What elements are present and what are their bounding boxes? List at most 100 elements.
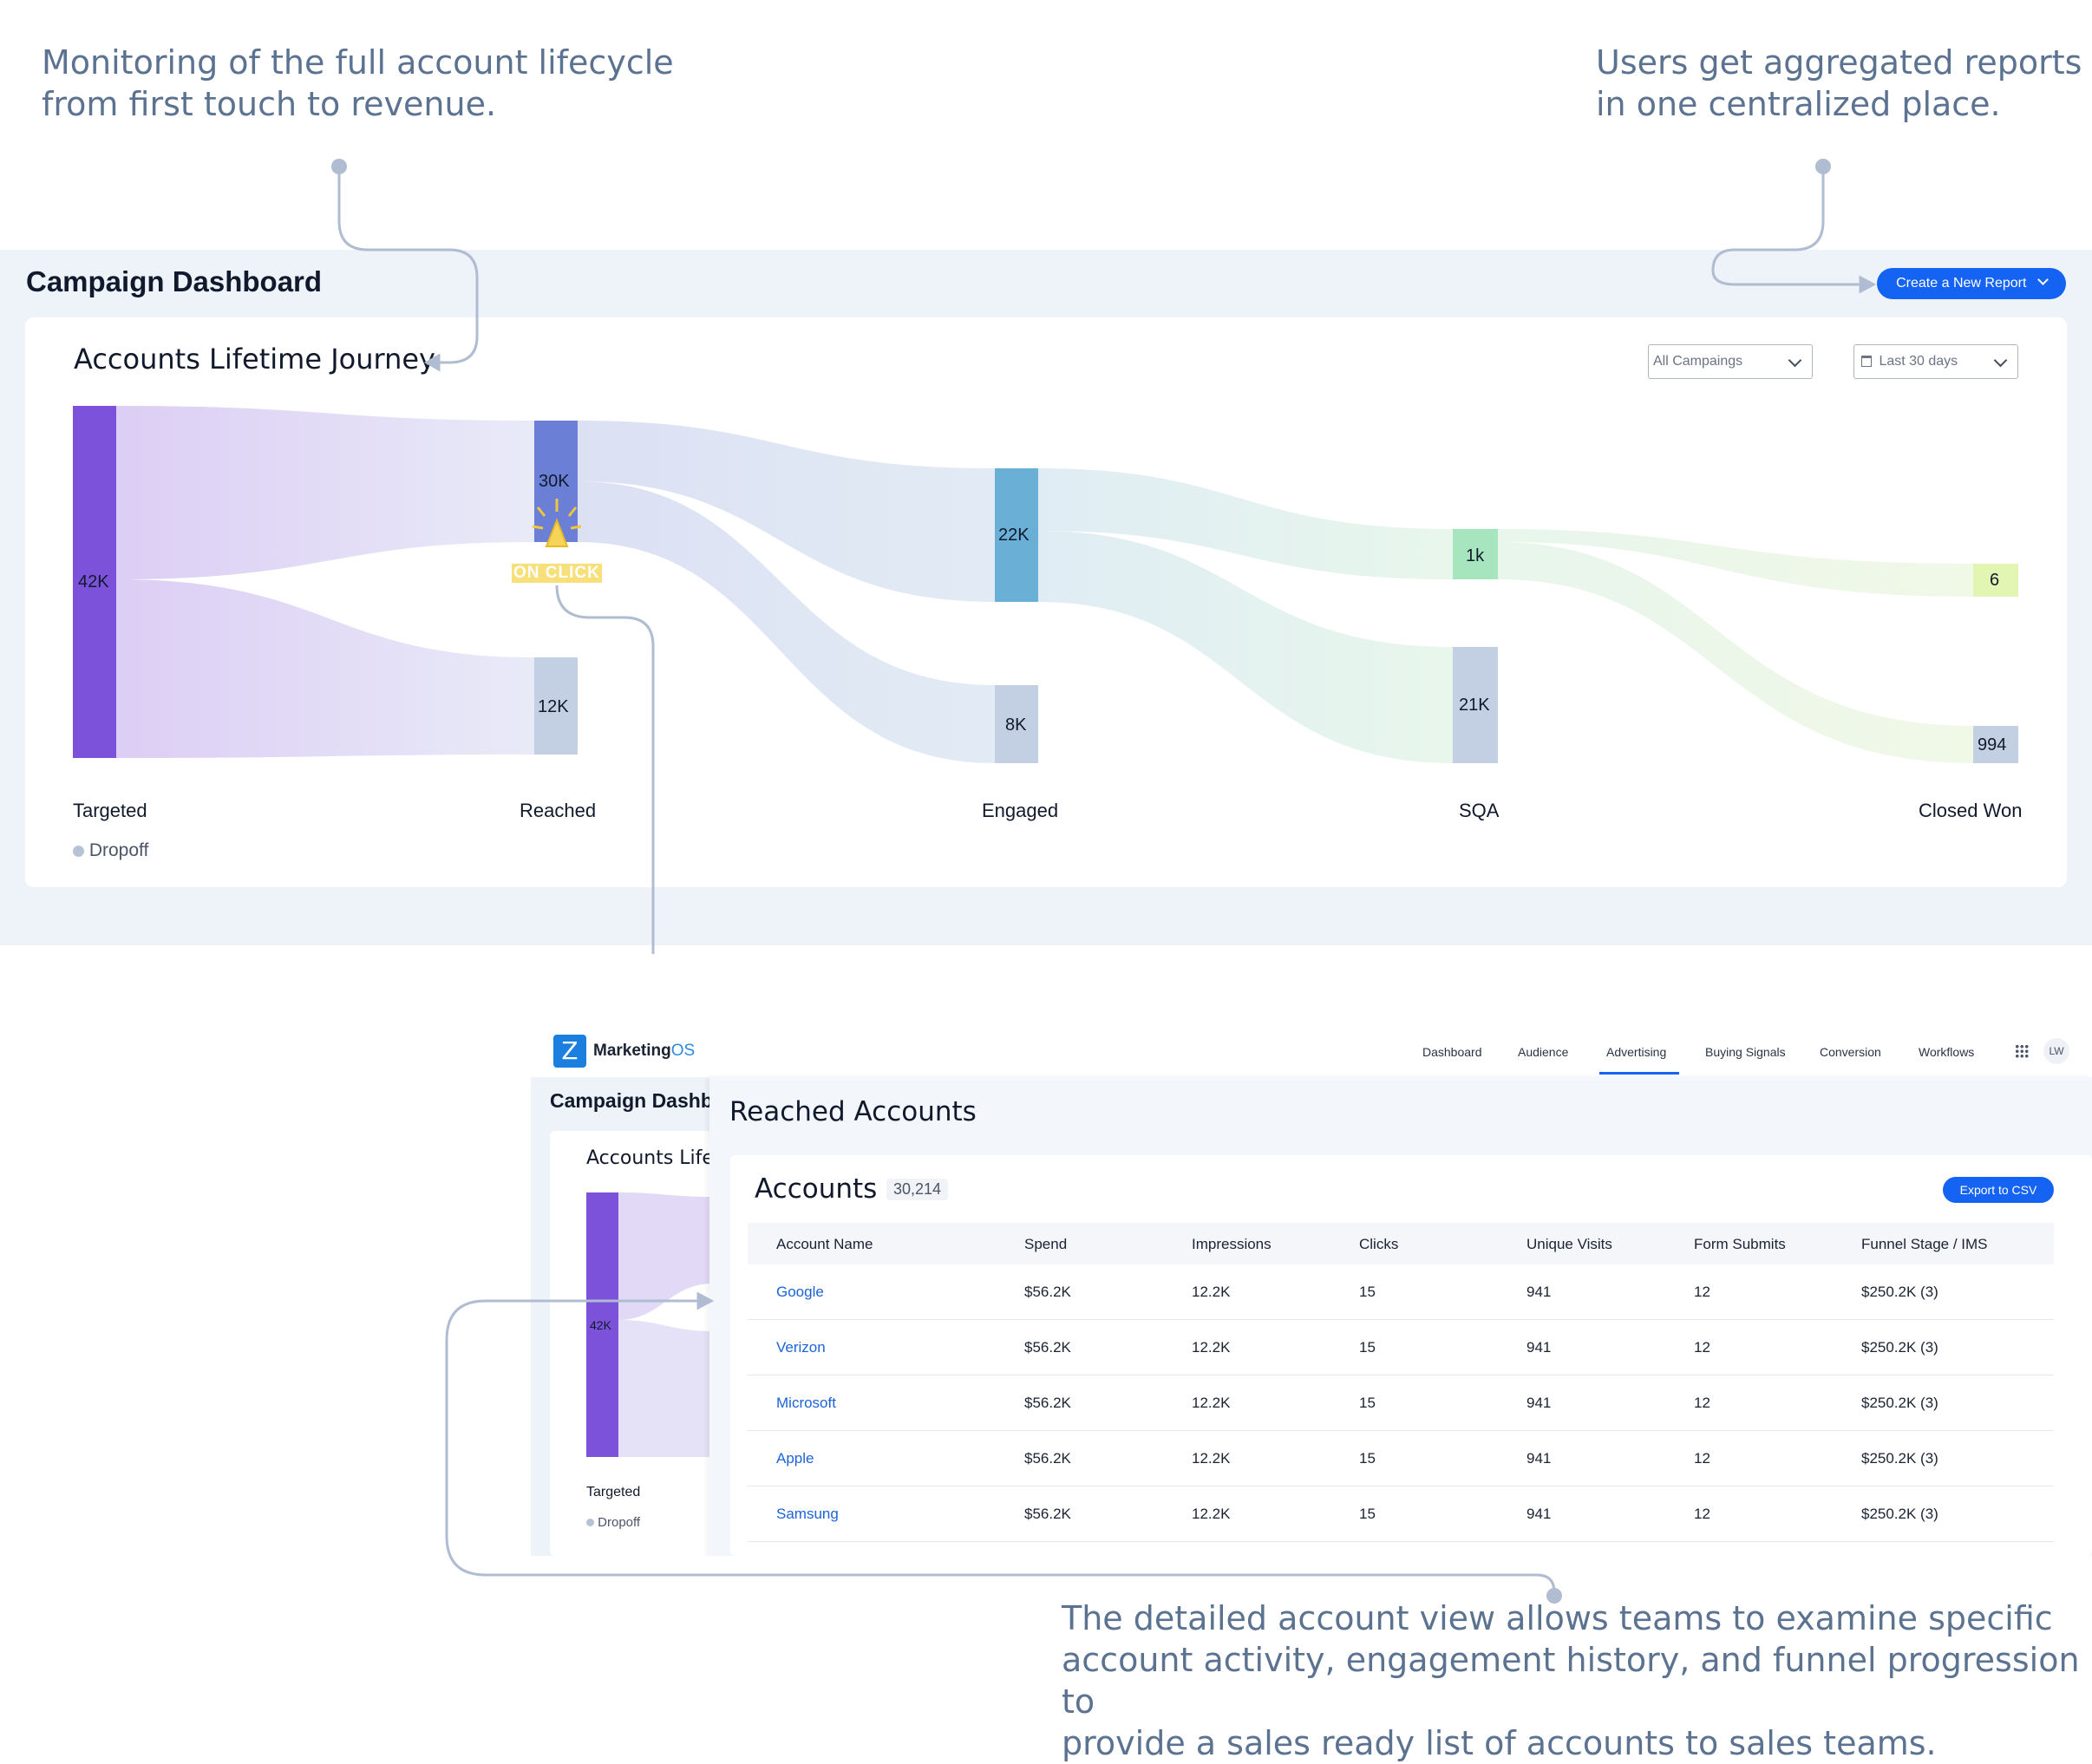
col-spend[interactable]: Spend <box>1024 1236 1068 1252</box>
table-cell: 941 <box>1527 1506 1552 1522</box>
node-won-dropoff <box>1973 726 2018 763</box>
node-label-won-dropoff: 994 <box>1978 735 2007 755</box>
stage-reached: Reached <box>520 800 597 821</box>
col-impressions[interactable]: Impressions <box>1192 1236 1272 1252</box>
table-cell: $250.2K (3) <box>1861 1450 1938 1467</box>
table-cell: 12.2K <box>1192 1450 1231 1467</box>
link-engaged-sqa <box>1038 468 1453 579</box>
apps-grid-icon[interactable] <box>2015 1044 2029 1058</box>
link-sqa-won <box>1498 529 1973 597</box>
dropoff-dot-icon <box>586 1519 594 1526</box>
date-range-select[interactable]: Last 30 days <box>1853 344 2018 379</box>
stage-closed-won: Closed Won <box>1919 800 2023 821</box>
on-click-label: ON CLICK <box>512 564 602 583</box>
annotation-bottom: The detailed account view allows teams t… <box>1062 1599 2080 1762</box>
bg-page-title: Campaign Dashb <box>550 1089 713 1112</box>
sankey-links <box>116 406 1973 763</box>
node-label-reached: 30K <box>539 472 570 491</box>
card-title: Accounts Lifetime Journey <box>74 343 435 376</box>
table-cell: 941 <box>1527 1339 1552 1356</box>
create-report-button[interactable]: Create a New Report <box>1877 268 2066 299</box>
table-cell: 12.2K <box>1192 1395 1231 1411</box>
node-engaged <box>995 468 1038 602</box>
table-cell: $250.2K (3) <box>1861 1339 1938 1356</box>
link-engaged-dropoff <box>1038 531 1453 763</box>
sankey-chart <box>73 159 2018 954</box>
node-sqa-dropoff <box>1453 647 1498 763</box>
col-funnel-stage[interactable]: Funnel Stage / IMS <box>1861 1236 1988 1252</box>
node-label-won: 6 <box>1990 571 2000 590</box>
table-cell: 15 <box>1359 1284 1376 1300</box>
link-reached-engaged <box>578 421 995 602</box>
table-cell: 15 <box>1359 1506 1376 1522</box>
node-engaged-dropoff <box>995 685 1038 763</box>
table-cell: 12.2K <box>1192 1506 1231 1522</box>
dropoff-dot-icon <box>73 845 84 857</box>
app-logo-icon[interactable]: Z <box>553 1035 586 1068</box>
account-name-link[interactable]: Google <box>776 1284 824 1300</box>
account-name-link[interactable]: Microsoft <box>776 1395 836 1411</box>
table-row[interactable]: Microsoft $56.2K 12.2K 15 941 12 $250.2K (3) <box>748 1375 2054 1431</box>
table-cell: 12.2K <box>1192 1284 1231 1300</box>
nav-advertising[interactable]: Advertising <box>1606 1045 1667 1059</box>
table-cell: 941 <box>1527 1284 1552 1300</box>
table-row[interactable]: Apple $56.2K 12.2K 15 941 12 $250.2K (3) <box>748 1431 2054 1486</box>
bg-sankey <box>586 1192 713 1457</box>
table-cell: 12 <box>1694 1284 1710 1300</box>
table-cell: 12.2K <box>1192 1339 1231 1356</box>
account-name-link[interactable]: Samsung <box>776 1506 839 1522</box>
col-clicks[interactable]: Clicks <box>1359 1236 1399 1252</box>
table-row[interactable]: Samsung $56.2K 12.2K 15 941 12 $250.2K (3) <box>748 1486 2054 1542</box>
account-name-link[interactable]: Apple <box>776 1450 814 1467</box>
avatar[interactable]: LW <box>2043 1038 2069 1064</box>
table-cell: 941 <box>1527 1395 1552 1411</box>
export-csv-button[interactable]: Export to CSV <box>1943 1177 2054 1203</box>
node-sqa <box>1453 529 1498 579</box>
link-targeted-dropoff <box>116 579 534 758</box>
table-row[interactable]: Google $56.2K 12.2K 15 941 12 $250.2K (3) <box>748 1264 2054 1320</box>
table-cell: 941 <box>1527 1450 1552 1467</box>
legend-dropoff: Dropoff <box>73 840 148 861</box>
table-cell: $56.2K <box>1024 1339 1071 1356</box>
stage-sqa: SQA <box>1459 800 1500 821</box>
link-reached-dropoff <box>578 481 995 763</box>
node-reached-dropoff <box>534 657 578 755</box>
journey-card <box>25 317 2067 887</box>
col-unique-visits[interactable]: Unique Visits <box>1527 1236 1612 1252</box>
table-cell: $250.2K (3) <box>1861 1395 1938 1411</box>
nav-conversion[interactable]: Conversion <box>1820 1045 1881 1059</box>
bg-card-title: Accounts Lifet <box>586 1147 722 1169</box>
annotation-top-right: Users get aggregated reports in one cent… <box>1596 43 2082 123</box>
node-label-targeted: 42K <box>78 572 109 591</box>
nav-dashboard[interactable]: Dashboard <box>1422 1045 1482 1059</box>
nav-workflows[interactable]: Workflows <box>1919 1045 1975 1059</box>
calendar-icon <box>1861 356 1872 368</box>
sankey-nodes <box>73 406 2018 763</box>
node-targeted <box>73 406 116 758</box>
table-cell: 12 <box>1694 1395 1710 1411</box>
table-row[interactable]: Verizon $56.2K 12.2K 15 941 12 $250.2K (3) <box>748 1320 2054 1375</box>
col-account-name[interactable]: Account Name <box>776 1236 873 1252</box>
campaign-filter-select[interactable]: All Campaings <box>1648 344 1813 379</box>
nav-audience[interactable]: Audience <box>1518 1045 1569 1059</box>
stage-engaged: Engaged <box>982 800 1059 821</box>
table-cell: $250.2K (3) <box>1861 1506 1938 1522</box>
connector-lines <box>331 159 1877 954</box>
link-sqa-dropoff <box>1498 542 1973 763</box>
click-cursor-icon <box>532 499 582 547</box>
account-name-link[interactable]: Verizon <box>776 1339 826 1356</box>
node-won <box>1973 564 2018 597</box>
accounts-title: Accounts <box>755 1173 878 1205</box>
nav-buying-signals[interactable]: Buying Signals <box>1705 1045 1786 1059</box>
bg-legend-dropoff: Dropoff <box>586 1515 640 1530</box>
table-header <box>748 1223 2054 1265</box>
col-form-submits[interactable]: Form Submits <box>1694 1236 1786 1252</box>
table-cell: $250.2K (3) <box>1861 1284 1938 1300</box>
table-cell: $56.2K <box>1024 1395 1071 1411</box>
table-cell: $56.2K <box>1024 1506 1071 1522</box>
node-label-sqa-dropoff: 21K <box>1459 696 1490 715</box>
node-label-sqa: 1k <box>1466 546 1485 565</box>
node-label-engaged: 22K <box>998 526 1030 545</box>
table-cell: 12 <box>1694 1450 1710 1467</box>
